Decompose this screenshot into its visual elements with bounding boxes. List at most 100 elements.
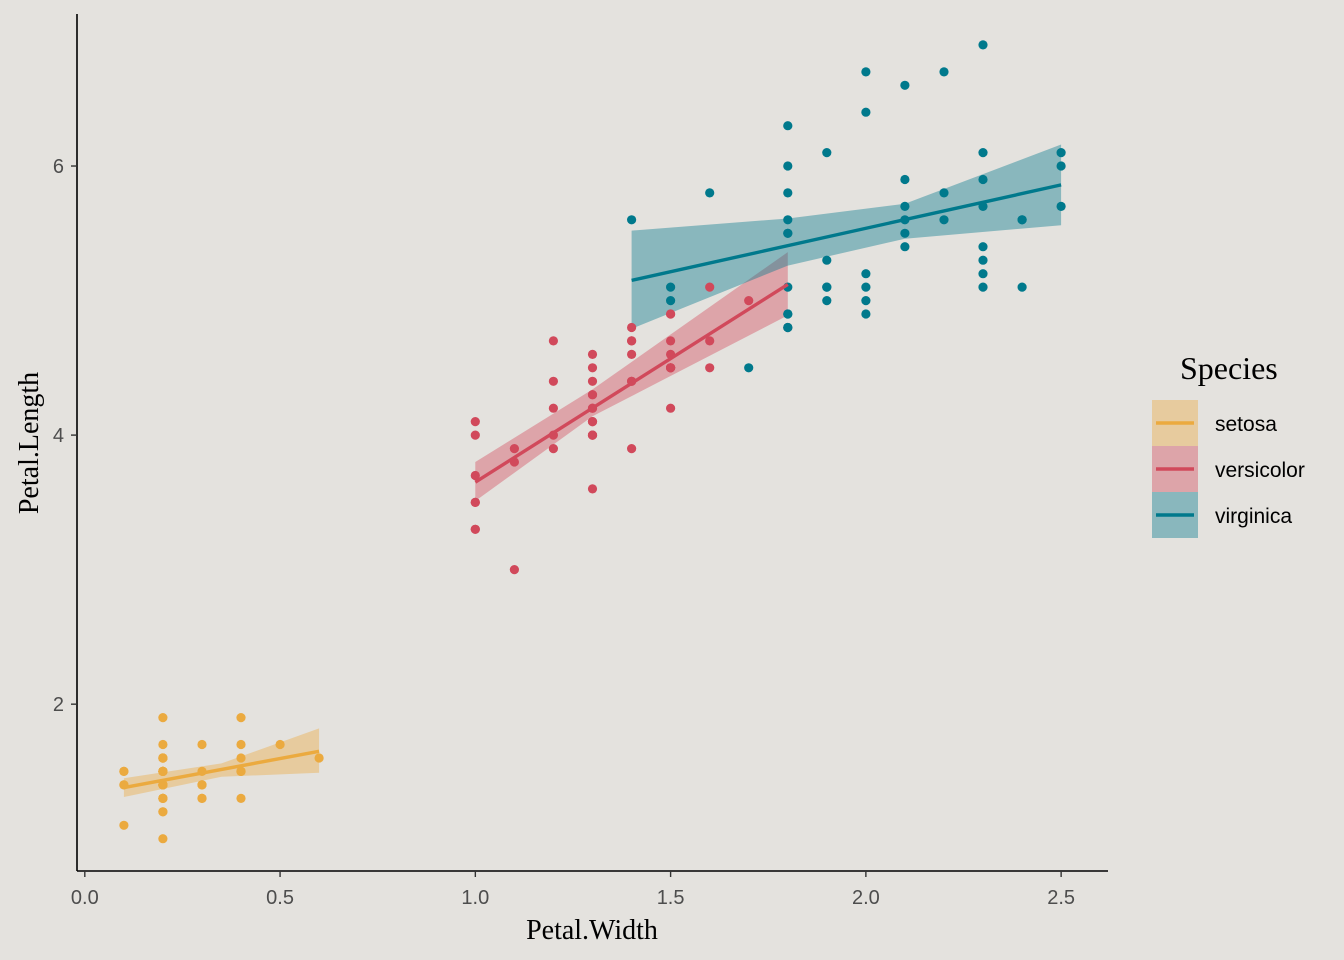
- data-point-versicolor: [548, 403, 559, 413]
- data-point-versicolor: [548, 336, 559, 346]
- data-point-setosa: [119, 766, 129, 777]
- data-point-setosa: [197, 793, 207, 804]
- legend-label-versicolor: versicolor: [1215, 459, 1305, 482]
- data-point-versicolor: [666, 403, 676, 413]
- data-point-versicolor: [705, 363, 715, 373]
- data-point-virginica: [822, 296, 832, 306]
- data-point-setosa: [158, 766, 168, 777]
- data-point-versicolor: [666, 336, 676, 346]
- data-point-virginica: [939, 67, 949, 77]
- regression-line-virginica: [631, 183, 1062, 283]
- legend-label-setosa: setosa: [1215, 413, 1277, 436]
- data-point-virginica: [1017, 215, 1027, 225]
- data-point-virginica: [1056, 148, 1066, 158]
- y-tick-label: 2: [53, 694, 64, 716]
- data-point-setosa: [158, 780, 168, 790]
- x-axis-title: Petal.Width: [526, 915, 658, 946]
- x-tick-label: 1.5: [657, 887, 685, 909]
- data-point-setosa: [236, 766, 246, 777]
- confidence-band-virginica: [631, 144, 1062, 329]
- data-point-versicolor: [627, 444, 637, 454]
- data-point-versicolor: [705, 336, 715, 346]
- data-point-setosa: [158, 739, 168, 750]
- data-point-virginica: [900, 242, 910, 252]
- data-point-virginica: [978, 255, 988, 265]
- data-point-setosa: [197, 780, 207, 790]
- data-point-virginica: [861, 107, 871, 117]
- data-point-virginica: [900, 174, 910, 185]
- data-point-versicolor: [744, 296, 754, 306]
- data-point-versicolor: [627, 349, 637, 359]
- data-point-versicolor: [587, 484, 598, 494]
- data-point-versicolor: [627, 322, 637, 333]
- data-point-virginica: [939, 215, 949, 225]
- data-point-versicolor: [470, 524, 480, 534]
- x-axis-ticks: 0.0 0.5 1.0 1.5 2.0 2.5: [71, 871, 1075, 909]
- data-point-virginica: [1056, 161, 1066, 171]
- data-point-virginica: [861, 309, 871, 319]
- data-point-versicolor: [587, 417, 598, 427]
- y-tick-label: 6: [53, 156, 64, 178]
- data-point-virginica: [822, 148, 832, 158]
- data-point-virginica: [978, 242, 988, 252]
- data-point-virginica: [783, 121, 793, 131]
- data-point-setosa: [119, 820, 129, 830]
- data-point-virginica: [744, 363, 754, 373]
- regression-lines: [123, 183, 1062, 790]
- y-tick-label: 4: [53, 425, 64, 447]
- data-point-virginica: [666, 282, 676, 292]
- data-point-virginica: [783, 309, 793, 319]
- legend-label-virginica: virginica: [1215, 505, 1292, 528]
- data-point-versicolor: [587, 376, 598, 386]
- data-point-setosa: [275, 739, 285, 750]
- data-point-virginica: [783, 228, 793, 238]
- data-point-versicolor: [548, 376, 559, 386]
- data-point-versicolor: [509, 444, 519, 454]
- data-point-setosa: [158, 834, 168, 844]
- data-point-setosa: [236, 713, 246, 723]
- legend-title: Species: [1180, 350, 1278, 386]
- data-point-versicolor: [470, 497, 480, 507]
- data-point-virginica: [783, 215, 793, 225]
- data-point-setosa: [314, 753, 324, 763]
- data-point-setosa: [158, 753, 168, 763]
- data-point-setosa: [236, 793, 246, 804]
- data-point-versicolor: [666, 363, 676, 373]
- data-point-virginica: [978, 282, 988, 292]
- data-point-virginica: [783, 161, 793, 171]
- x-tick-label: 1.0: [461, 887, 489, 909]
- data-point-versicolor: [470, 430, 480, 440]
- data-point-virginica: [900, 228, 910, 238]
- legend: Species setosa versicolor virginica: [1152, 350, 1305, 538]
- data-point-versicolor: [705, 282, 715, 292]
- y-axis-ticks: 2 4 6: [53, 156, 77, 716]
- x-tick-label: 0.5: [266, 887, 294, 909]
- x-tick-label: 2.0: [852, 887, 880, 909]
- x-tick-label: 2.5: [1047, 887, 1075, 909]
- data-point-versicolor: [666, 309, 676, 319]
- data-point-virginica: [978, 40, 988, 50]
- y-axis-title: Petal.Length: [14, 372, 45, 514]
- data-point-versicolor: [587, 390, 598, 400]
- data-point-virginica: [861, 282, 871, 292]
- data-point-setosa: [158, 713, 168, 723]
- data-point-setosa: [236, 753, 246, 763]
- data-point-virginica: [822, 282, 832, 292]
- data-point-virginica: [705, 188, 715, 198]
- data-point-virginica: [861, 67, 871, 77]
- data-point-virginica: [978, 174, 988, 185]
- data-point-setosa: [158, 793, 168, 804]
- data-points: [119, 40, 1066, 844]
- data-point-virginica: [978, 148, 988, 158]
- data-point-versicolor: [470, 470, 480, 481]
- data-point-versicolor: [587, 430, 598, 440]
- data-point-virginica: [900, 80, 910, 90]
- data-point-versicolor: [509, 565, 519, 575]
- data-point-virginica: [861, 296, 871, 306]
- data-point-versicolor: [587, 363, 598, 373]
- data-point-versicolor: [627, 336, 637, 346]
- data-point-versicolor: [587, 349, 598, 359]
- data-point-virginica: [900, 201, 910, 211]
